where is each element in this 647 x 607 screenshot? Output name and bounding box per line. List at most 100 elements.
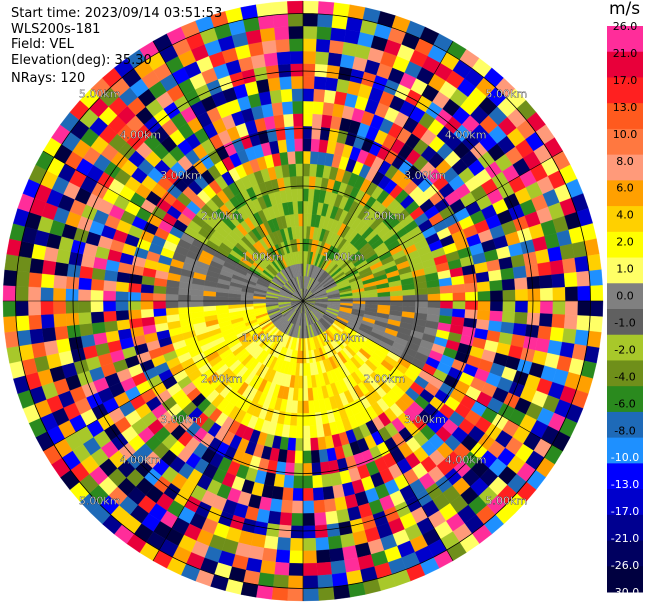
colorbar-swatch (607, 489, 643, 516)
colorbar-tick: 6.0 (616, 182, 634, 195)
range-gate (53, 313, 67, 328)
range-gate (315, 549, 331, 564)
range-gate (302, 538, 317, 552)
range-gate (312, 474, 323, 489)
range-gate (255, 584, 274, 600)
range-gate (299, 238, 304, 252)
range-gate (140, 292, 154, 302)
range-gate (290, 525, 304, 539)
range-gate (102, 290, 116, 302)
range-gate (415, 294, 429, 302)
colorbar: 26.0 21.0 17.0 13.0 10.0 8.0 6.0 4.0 2.0 1.0 0.0 -1… (607, 20, 643, 599)
range-gate (322, 486, 335, 501)
range-gate (291, 88, 304, 102)
colorbar-swatch (607, 437, 643, 464)
range-gate (103, 279, 117, 292)
range-gate (427, 293, 441, 302)
colorbar-swatch (607, 51, 643, 78)
range-gate (464, 282, 478, 293)
range-gate (281, 487, 294, 501)
range-gate (259, 27, 276, 42)
colorbar-swatch (607, 360, 643, 387)
colorbar-swatch (607, 540, 643, 567)
range-gate (165, 293, 179, 302)
range-gate (153, 285, 167, 294)
range-gate (287, 13, 304, 27)
range-gate (317, 586, 335, 601)
range-gate (576, 315, 591, 332)
range-gate (16, 329, 32, 347)
range-gate (215, 300, 229, 306)
range-gate (512, 265, 527, 279)
range-gate (488, 269, 503, 282)
range-gate (103, 320, 118, 333)
range-gate (476, 310, 491, 321)
field-label: Field: VEL (11, 37, 74, 52)
range-gate (315, 51, 330, 65)
range-gate (589, 300, 604, 317)
range-gate (272, 13, 289, 28)
range-gate (312, 113, 323, 128)
range-gate (177, 294, 191, 302)
range-gate (165, 307, 179, 316)
range-gate (291, 513, 304, 527)
range-gate (289, 50, 304, 64)
range-gate (302, 188, 310, 202)
range-gate (296, 400, 304, 414)
range-gate (552, 287, 566, 302)
range-gate (325, 77, 339, 92)
range-gate (65, 312, 80, 326)
range-gate (390, 295, 404, 302)
range-gate (202, 295, 216, 302)
range-gate (502, 300, 516, 313)
range-gate (302, 463, 313, 477)
range-gate (4, 253, 20, 272)
range-gate (2, 300, 17, 317)
colorbar-tick: -4.0 (614, 370, 635, 383)
range-gate (291, 500, 304, 514)
range-gate (302, 475, 313, 489)
range-gate (427, 286, 441, 295)
colorbar-swatch (607, 180, 643, 207)
range-gate (489, 310, 503, 323)
range-gate (65, 276, 80, 290)
range-gate (77, 300, 91, 313)
range-gate (427, 300, 441, 309)
range-gate (275, 126, 287, 141)
range-gate (501, 311, 516, 324)
colorbar-swatch (607, 231, 643, 259)
range-gate (510, 254, 526, 268)
range-label: 5.00km (79, 88, 121, 101)
range-label: 1.00km (323, 250, 365, 263)
range-gate (562, 328, 577, 345)
range-gate (91, 321, 106, 335)
range-label: 3.00km (160, 413, 202, 426)
range-gate (314, 63, 328, 78)
range-gate (440, 292, 454, 302)
range-gate (128, 282, 142, 293)
range-gate (41, 326, 57, 343)
range-gate (525, 324, 540, 339)
range-gate (3, 269, 18, 287)
range-gate (276, 51, 291, 65)
range-gate (302, 587, 319, 602)
range-gate (272, 574, 289, 589)
range-gate (289, 538, 304, 552)
range-gate (317, 1, 335, 16)
colorbar-tick: 13.0 (613, 101, 638, 114)
colorbar-swatch (607, 103, 643, 130)
range-gate (265, 64, 280, 79)
range-gate (296, 413, 304, 427)
range-gate (288, 562, 304, 577)
range-gate (66, 263, 81, 278)
range-label: 5.00km (79, 494, 121, 507)
range-gate (331, 14, 349, 30)
range-gate (276, 537, 291, 551)
range-gate (302, 175, 310, 189)
range-gate (296, 175, 304, 189)
range-gate (526, 312, 541, 326)
range-gate (539, 313, 553, 328)
colorbar-tick: 17.0 (613, 74, 638, 87)
range-gate (40, 300, 54, 315)
range-gate (316, 26, 332, 41)
